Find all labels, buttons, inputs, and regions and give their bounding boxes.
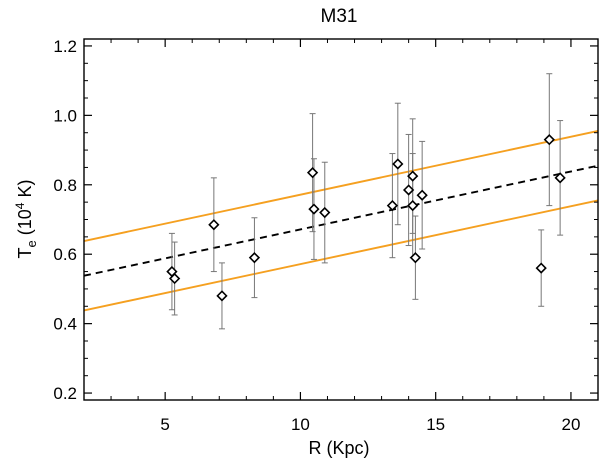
y-axis-label-sup: 4 bbox=[13, 202, 27, 209]
x-axis-ticks: 5 10 15 20 bbox=[83, 39, 599, 434]
y-axis-label-suffix: K) bbox=[15, 180, 35, 203]
data-point-10 bbox=[392, 158, 404, 170]
y-tick-label-4: 1.0 bbox=[53, 106, 77, 125]
data-point-8 bbox=[319, 206, 331, 219]
data-point-2 bbox=[168, 272, 181, 285]
data-point-14 bbox=[409, 252, 422, 264]
data-point-18 bbox=[554, 172, 566, 184]
x-tick-label-15: 15 bbox=[426, 415, 445, 434]
y-tick-label-2: 0.6 bbox=[53, 245, 77, 264]
y-axis-label: Te (104 K) bbox=[13, 180, 39, 259]
x-tick-label-10: 10 bbox=[291, 415, 310, 434]
data-point-17 bbox=[543, 134, 555, 146]
y-tick-label-1: 0.4 bbox=[53, 315, 77, 334]
series-line-2 bbox=[83, 130, 599, 242]
data-point-15 bbox=[416, 189, 428, 201]
y-axis-ticks: 0.2 0.4 0.6 0.8 1.0 1.2 bbox=[53, 37, 598, 403]
data-point-12 bbox=[407, 170, 419, 182]
data-point-4 bbox=[216, 290, 228, 302]
data-point-6 bbox=[306, 167, 319, 179]
data-point-11 bbox=[403, 184, 415, 196]
data-markers bbox=[166, 134, 566, 302]
y-tick-label-0: 0.2 bbox=[53, 384, 77, 403]
y-axis-label-base: T bbox=[15, 247, 35, 258]
y-tick-label-3: 0.8 bbox=[53, 176, 77, 195]
x-tick-label-20: 20 bbox=[561, 415, 580, 434]
x-tick-label-5: 5 bbox=[160, 415, 169, 434]
data-point-3 bbox=[208, 219, 220, 231]
fit-lines bbox=[83, 130, 599, 312]
data-point-13 bbox=[407, 199, 419, 212]
x-axis-label: R (Kpc) bbox=[308, 438, 369, 458]
y-axis-label-prefix: (10 bbox=[15, 209, 35, 240]
data-point-5 bbox=[248, 252, 261, 264]
y-axis-label-sub: e bbox=[24, 240, 39, 247]
error-bars bbox=[168, 73, 564, 330]
series-line-1 bbox=[83, 164, 599, 277]
series-line-3 bbox=[83, 199, 599, 312]
plot-frame bbox=[83, 38, 599, 401]
data-point-16 bbox=[535, 262, 547, 274]
data-point-7 bbox=[308, 203, 320, 215]
data-point-9 bbox=[386, 199, 399, 212]
y-tick-label-5: 1.2 bbox=[53, 37, 77, 56]
chart-title: M31 bbox=[321, 6, 358, 27]
